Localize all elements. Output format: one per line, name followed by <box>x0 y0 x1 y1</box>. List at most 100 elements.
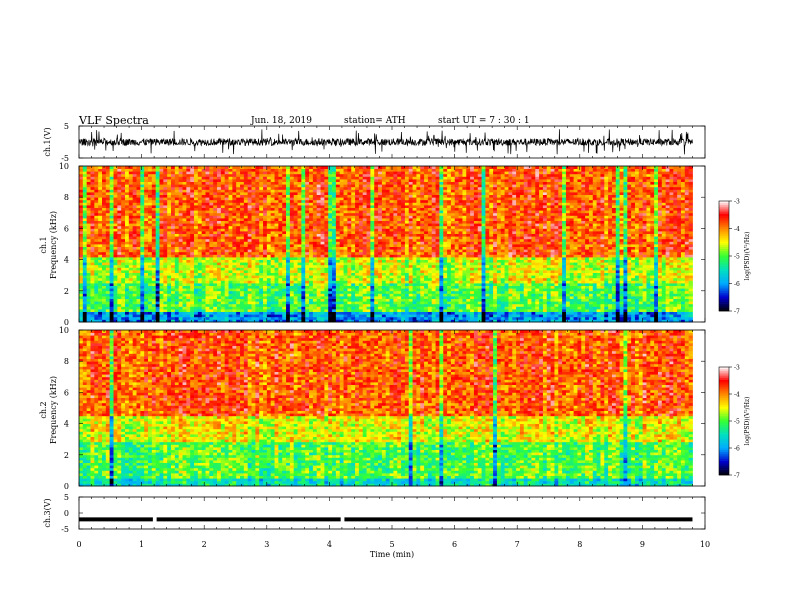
spectrogram-cell <box>358 264 364 268</box>
spectrogram-cell <box>343 192 348 195</box>
spectrogram-cell <box>232 184 237 188</box>
spectrogram-cell <box>351 290 356 294</box>
spectrogram-cell <box>182 311 187 315</box>
spectrogram-cell <box>255 215 260 219</box>
spectrogram-cell <box>236 254 241 258</box>
spectrogram-cell <box>278 181 283 185</box>
spectrogram-cell <box>378 257 383 260</box>
spectrogram-cell <box>113 264 118 268</box>
spectrogram-cell <box>232 314 237 318</box>
spectrogram-cell <box>263 168 268 172</box>
spectrogram-cell <box>370 319 375 323</box>
spectrogram-cell <box>117 194 122 198</box>
spectrogram-cell <box>167 290 172 294</box>
spectrogram-cell <box>324 257 329 260</box>
spectrogram-cell <box>90 246 95 250</box>
spectrogram-cell <box>255 303 260 307</box>
spectrogram-cell <box>232 241 237 245</box>
spectrogram-cell <box>144 223 149 227</box>
spectrogram-cell <box>209 231 214 234</box>
spectrogram-cell <box>94 316 99 320</box>
spectrogram-cell <box>136 264 141 268</box>
spectrogram-cell <box>385 205 390 208</box>
spectrogram-cell <box>274 215 279 219</box>
spectrogram-cell <box>209 303 214 307</box>
spectrogram-cell <box>82 251 88 255</box>
spectrogram-cell <box>301 205 306 208</box>
spectrogram-cell <box>293 173 298 177</box>
spectrogram-cell <box>370 186 375 190</box>
spectrogram-cell <box>140 223 145 227</box>
spectrogram-cell <box>259 192 264 195</box>
spectrogram-cell <box>259 319 264 323</box>
spectrogram-cell <box>197 186 203 190</box>
spectrogram-cell <box>182 293 187 297</box>
spectrogram-cell <box>347 262 352 266</box>
spectrogram-cell <box>243 298 249 302</box>
spectrogram-cell <box>178 179 183 182</box>
spectrogram-cell <box>293 319 298 323</box>
spectrogram-cell <box>305 259 310 263</box>
spectrogram-cell <box>217 280 222 284</box>
spectrogram-cell <box>389 212 394 216</box>
spectrogram-cell <box>286 288 291 292</box>
spectrogram-cell <box>362 192 367 195</box>
spectrogram-cell <box>381 223 387 227</box>
spectrogram-cell <box>121 223 126 227</box>
spectrogram-cell <box>171 259 176 263</box>
spectrogram-cell <box>366 220 371 224</box>
spectrogram-cell <box>266 283 272 286</box>
spectrogram-cell <box>355 246 360 250</box>
spectrogram-cell <box>366 199 371 203</box>
spectrogram-cell <box>105 311 111 315</box>
spectrogram-cell <box>266 254 272 258</box>
spectrogram-cell <box>155 254 160 258</box>
spectrogram-cell <box>209 207 214 211</box>
spectrogram-cell <box>205 166 210 169</box>
spectrogram-cell <box>347 166 352 169</box>
spectrogram-cell <box>358 199 364 203</box>
spectrogram-cell <box>355 236 360 240</box>
spectrogram-cell <box>328 319 333 323</box>
spectrogram-cell <box>297 296 302 299</box>
spectrogram-cell <box>209 290 214 294</box>
spectrogram-cell <box>136 290 141 294</box>
spectrogram-cell <box>159 233 164 237</box>
spectrogram-cell <box>312 186 318 190</box>
spectrogram-cell <box>178 197 183 201</box>
spectrogram-cell <box>82 314 88 318</box>
spectrogram-cell <box>121 251 126 255</box>
spectrogram-cell <box>213 262 218 266</box>
spectrogram-cell <box>251 309 256 312</box>
spectrogram-cell <box>178 264 183 268</box>
spectrogram-cell <box>217 283 222 286</box>
spectrogram-cell <box>355 202 360 206</box>
spectrogram-cell <box>312 262 318 266</box>
spectrogram-cell <box>378 319 383 323</box>
spectrogram-cell <box>320 231 325 234</box>
spectrogram-cell <box>190 205 195 208</box>
spectrogram-cell <box>197 249 203 253</box>
spectrogram-cell <box>362 316 367 320</box>
spectrogram-cell <box>389 223 394 227</box>
spectrogram-cell <box>370 303 375 307</box>
spectrogram-cell <box>243 231 249 234</box>
spectrogram-cell <box>90 231 95 234</box>
spectrogram-cell <box>205 223 210 227</box>
spectrogram-cell <box>266 228 272 232</box>
spectrogram-cell <box>79 212 84 216</box>
spectrogram-cell <box>309 285 314 289</box>
spectrogram-cell <box>132 288 137 292</box>
spectrogram-cell <box>109 306 114 310</box>
spectrogram-cell <box>105 166 111 169</box>
spectrogram-cell <box>128 288 134 292</box>
spectrogram-cell <box>385 251 390 255</box>
spectrogram-cell <box>370 189 375 193</box>
spectrogram-cell <box>343 316 348 320</box>
spectrogram-cell <box>309 306 314 310</box>
spectrogram-cell <box>335 218 341 221</box>
spectrogram-cell <box>324 236 329 240</box>
spectrogram-cell <box>217 223 222 227</box>
spectrogram-cell <box>347 267 352 271</box>
spectrogram-cell <box>125 277 130 281</box>
